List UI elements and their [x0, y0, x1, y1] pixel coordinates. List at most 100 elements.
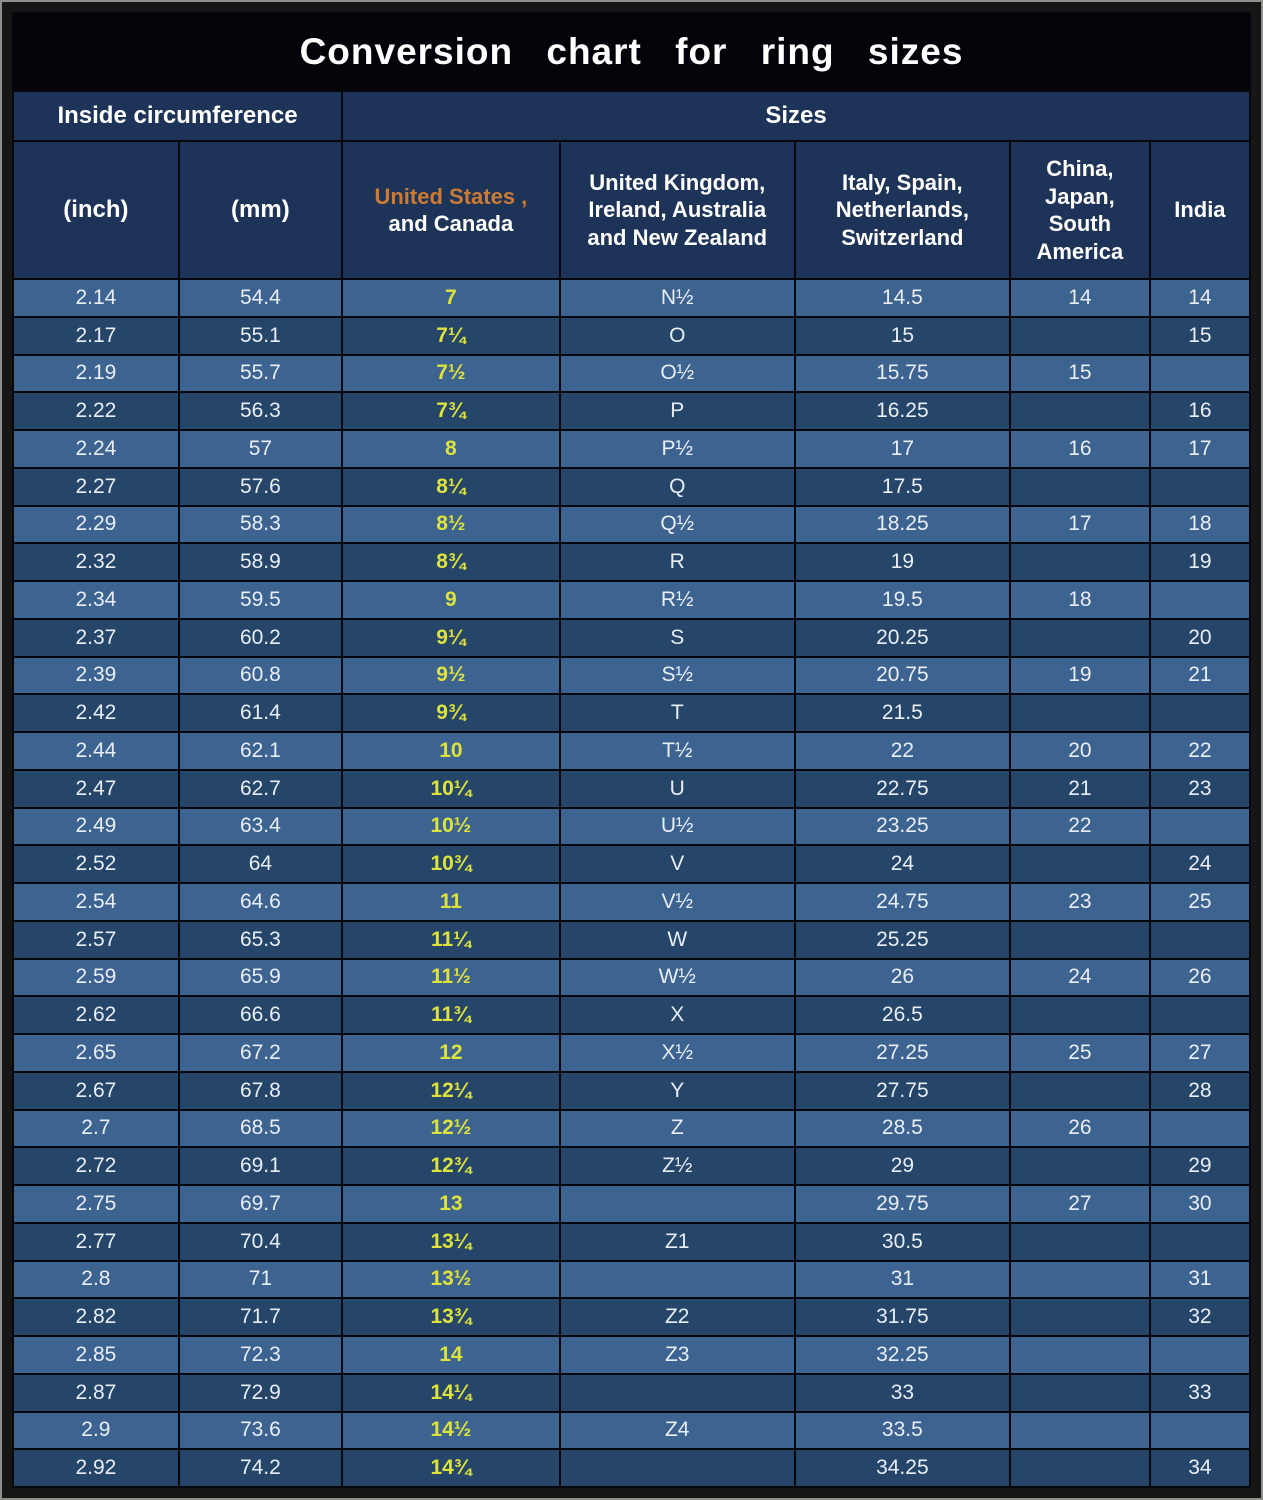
table-cell: 16 — [1148, 391, 1252, 431]
table-cell: 2.17 — [12, 315, 180, 356]
table-cell — [1008, 919, 1151, 960]
table-cell: Q — [558, 466, 796, 507]
page-title: Conversion chart for ring sizes — [12, 12, 1251, 92]
table-row: 2.75 69.7 13 29.75 27 30 — [12, 1184, 1252, 1224]
table-cell: Y — [558, 1070, 796, 1111]
table-cell: 24 — [793, 844, 1011, 884]
table-cell: 26 — [1148, 957, 1252, 998]
group-header-row: Inside circumference Sizes — [11, 90, 1251, 142]
table-cell — [1148, 1108, 1252, 1149]
table-cell: X½ — [558, 1033, 796, 1073]
table-cell: 2.22 — [12, 391, 180, 431]
column-header-italy-spain-netherlands-switzerland: Italy, Spain, Netherlands, Switzerland — [793, 140, 1011, 280]
table-cell: 9½ — [341, 655, 561, 696]
table-row: 2.65 67.2 12 X½ 27.25 25 27 — [12, 1033, 1252, 1073]
table-row: 2.22 56.3 7¾ P 16.25 16 — [12, 391, 1252, 431]
table-cell: 27 — [1148, 1033, 1252, 1073]
table-cell: 28.5 — [793, 1108, 1011, 1149]
table-cell: 15 — [793, 315, 1011, 356]
table-cell: O½ — [558, 353, 796, 394]
table-cell: Z4 — [558, 1410, 796, 1451]
table-row: 2.19 55.7 7½ O½ 15.75 15 — [12, 353, 1252, 394]
table-cell: 62.1 — [177, 731, 344, 771]
table-cell: 29 — [1148, 1146, 1252, 1186]
table-cell: 9 — [341, 580, 561, 620]
table-row: 2.17 55.1 7¼ O 15 15 — [12, 315, 1252, 356]
table-cell: 56.3 — [177, 391, 344, 431]
table-cell: Z — [558, 1108, 796, 1149]
table-row: 2.67 67.8 12¼ Y 27.75 28 — [12, 1070, 1252, 1111]
table-cell: N½ — [558, 278, 796, 318]
table-cell: 63.4 — [177, 806, 344, 847]
table-cell: 7¾ — [341, 391, 561, 431]
table-cell: U — [558, 768, 796, 809]
table-cell: Z1 — [558, 1221, 796, 1262]
table-cell — [1148, 1221, 1252, 1262]
table-cell: 14 — [341, 1335, 561, 1375]
table-cell: 23 — [1008, 882, 1151, 922]
table-cell: 17 — [793, 429, 1011, 469]
table-row: 2.42 61.4 9¾ T 21.5 — [12, 693, 1252, 733]
table-cell: 67.8 — [177, 1070, 344, 1111]
table-cell — [558, 1448, 796, 1488]
table-cell: R½ — [558, 580, 796, 620]
table-cell: 2.82 — [12, 1297, 180, 1337]
table-cell: Z3 — [558, 1335, 796, 1375]
table-cell — [1148, 1335, 1252, 1375]
table-row: 2.39 60.8 9½ S½ 20.75 19 21 — [12, 655, 1252, 696]
table-row: 2.47 62.7 10¼ U 22.75 21 23 — [12, 768, 1252, 809]
table-cell: W — [558, 919, 796, 960]
table-cell — [1008, 315, 1151, 356]
table-cell: T½ — [558, 731, 796, 771]
table-cell — [558, 1184, 796, 1224]
table-cell: 33 — [1148, 1372, 1252, 1413]
table-cell — [1148, 806, 1252, 847]
table-cell: 2.34 — [12, 580, 180, 620]
table-cell: 26.5 — [793, 995, 1011, 1035]
table-cell: 34 — [1148, 1448, 1252, 1488]
table-row: 2.14 54.4 7 N½ 14.5 14 14 — [12, 278, 1252, 318]
table-cell: 72.9 — [177, 1372, 344, 1413]
table-cell: 65.3 — [177, 919, 344, 960]
table-cell: 65.9 — [177, 957, 344, 998]
table-cell: 22 — [1008, 806, 1151, 847]
table-cell: Z2 — [558, 1297, 796, 1337]
table-row: 2.27 57.6 8¼ Q 17.5 — [12, 466, 1252, 507]
table-cell: 69.7 — [177, 1184, 344, 1224]
table-cell: 71.7 — [177, 1297, 344, 1337]
table-cell: 20 — [1008, 731, 1151, 771]
table-header: Conversion chart for ring sizes Inside c… — [11, 12, 1252, 280]
table-row: 2.92 74.2 14¾ 34.25 34 — [12, 1448, 1252, 1488]
table-row: 2.85 72.3 14 Z3 32.25 — [12, 1335, 1252, 1375]
table-row: 2.82 71.7 13¾ Z2 31.75 32 — [12, 1297, 1252, 1337]
table-cell: 60.2 — [177, 617, 344, 658]
table-cell: 16.25 — [793, 391, 1011, 431]
table-cell: 2.44 — [12, 731, 180, 771]
table-cell: 8 — [341, 429, 561, 469]
table-cell: 9¾ — [341, 693, 561, 733]
table-cell: 2.65 — [12, 1033, 180, 1073]
table-cell: 32.25 — [793, 1335, 1011, 1375]
table-row: 2.44 62.1 10 T½ 22 20 22 — [12, 731, 1252, 771]
table-cell: 14½ — [341, 1410, 561, 1451]
table-cell: 2.24 — [12, 429, 180, 469]
table-cell — [1008, 1448, 1151, 1488]
table-cell: 2.62 — [12, 995, 180, 1035]
table-cell: Q½ — [558, 504, 796, 545]
table-cell: 21.5 — [793, 693, 1011, 733]
table-cell: 57 — [177, 429, 344, 469]
table-cell — [1008, 1070, 1151, 1111]
table-cell: 2.37 — [12, 617, 180, 658]
table-cell: 14.5 — [793, 278, 1011, 318]
table-cell: 29.75 — [793, 1184, 1011, 1224]
table-cell: 2.8 — [12, 1259, 180, 1300]
table-cell: 24 — [1148, 844, 1252, 884]
table-cell: 25 — [1008, 1033, 1151, 1073]
table-cell: 8¾ — [341, 542, 561, 582]
table-cell: 2.85 — [12, 1335, 180, 1375]
table-cell: 7 — [341, 278, 561, 318]
table-row: 2.77 70.4 13¼ Z1 30.5 — [12, 1221, 1252, 1262]
table-cell: 13¼ — [341, 1221, 561, 1262]
table-cell — [1008, 1221, 1151, 1262]
